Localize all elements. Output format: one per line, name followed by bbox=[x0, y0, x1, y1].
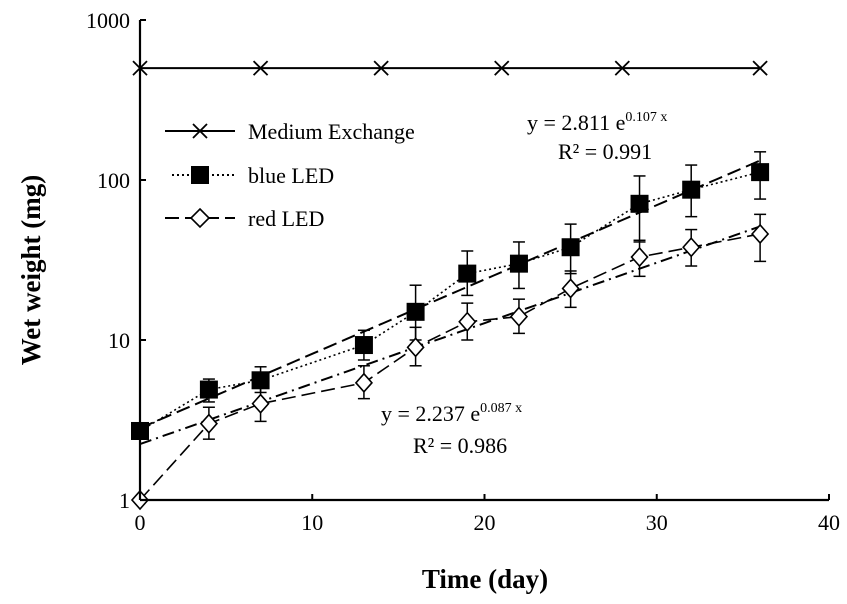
blue-led-point bbox=[682, 180, 701, 199]
red-led-point bbox=[406, 337, 425, 358]
legend-item-red-led: red LED bbox=[165, 206, 324, 231]
x-tick-label: 30 bbox=[646, 510, 668, 535]
red-led-point bbox=[251, 393, 270, 414]
blue-led-point bbox=[458, 264, 477, 283]
x-tick-label: 10 bbox=[301, 510, 323, 535]
medium-exchange-point bbox=[752, 60, 768, 76]
legend-diamond-marker bbox=[189, 207, 211, 229]
red-led-point bbox=[561, 278, 580, 299]
blue-led-point bbox=[199, 380, 218, 399]
axis-ticks: 0 10 20 30 40 1 10 100 1000 bbox=[86, 8, 840, 535]
svg-text:y = 2.237 e0.087 x: y = 2.237 e0.087 x bbox=[381, 401, 522, 426]
y-tick-label: 10 bbox=[108, 328, 130, 353]
x-axis-title: Time (day) bbox=[422, 564, 548, 594]
x-tick-label: 40 bbox=[818, 510, 840, 535]
red-r2: R² = 0.986 bbox=[413, 433, 507, 458]
red-led-connect-line bbox=[139, 233, 761, 501]
blue-led-point bbox=[251, 371, 270, 390]
legend-item-blue-led: blue LED bbox=[172, 163, 334, 188]
medium-exchange-point bbox=[614, 60, 630, 76]
legend-square-marker bbox=[191, 166, 209, 184]
legend-label-red-led: red LED bbox=[248, 206, 324, 231]
legend-label-medium-exchange: Medium Exchange bbox=[248, 119, 415, 144]
svg-text:y = 2.811 e0.107 x: y = 2.811 e0.107 x bbox=[527, 110, 667, 135]
y-axis-title: Wet weight (mg) bbox=[16, 175, 46, 365]
red-led-point bbox=[354, 372, 373, 394]
blue-led-point bbox=[509, 254, 528, 273]
medium-exchange-point bbox=[494, 60, 510, 76]
medium-exchange-point bbox=[252, 60, 269, 76]
blue-eq-exponent: 0.107 x bbox=[625, 110, 667, 125]
blue-led-fit-line bbox=[139, 159, 761, 430]
y-tick-label: 1000 bbox=[86, 8, 130, 33]
blue-led-fit-equation: y = 2.811 e0.107 x R² = 0.991 bbox=[527, 110, 667, 164]
blue-led-point bbox=[561, 238, 580, 257]
blue-eq-main: y = 2.811 e bbox=[527, 110, 625, 135]
legend-x-marker bbox=[192, 123, 208, 139]
x-tick-label: 20 bbox=[474, 510, 496, 535]
plot-marks bbox=[130, 60, 770, 511]
red-led-point bbox=[458, 311, 477, 332]
blue-led-point bbox=[406, 302, 425, 321]
red-led-point bbox=[199, 413, 218, 434]
red-led-point bbox=[751, 223, 770, 245]
red-led-point bbox=[630, 246, 649, 268]
blue-led-point bbox=[630, 194, 649, 213]
y-tick-label: 1 bbox=[119, 488, 130, 513]
blue-led-connect-line bbox=[139, 171, 761, 432]
blue-led-point bbox=[354, 336, 373, 355]
y-tick-label: 100 bbox=[97, 168, 130, 193]
red-eq-exponent: 0.087 x bbox=[480, 401, 522, 416]
red-eq-main: y = 2.237 e bbox=[381, 401, 480, 426]
red-led-fit-equation: y = 2.237 e0.087 x R² = 0.986 bbox=[381, 401, 522, 458]
blue-r2: R² = 0.991 bbox=[558, 139, 652, 164]
legend-label-blue-led: blue LED bbox=[248, 163, 334, 188]
blue-led-point bbox=[751, 163, 770, 182]
medium-exchange-point bbox=[373, 60, 389, 76]
x-tick-label: 0 bbox=[135, 510, 146, 535]
legend: Medium Exchange blue LED red LED bbox=[165, 119, 415, 231]
red-led-point bbox=[682, 237, 701, 258]
red-led-point bbox=[509, 306, 529, 327]
legend-item-medium-exchange: Medium Exchange bbox=[165, 119, 415, 144]
